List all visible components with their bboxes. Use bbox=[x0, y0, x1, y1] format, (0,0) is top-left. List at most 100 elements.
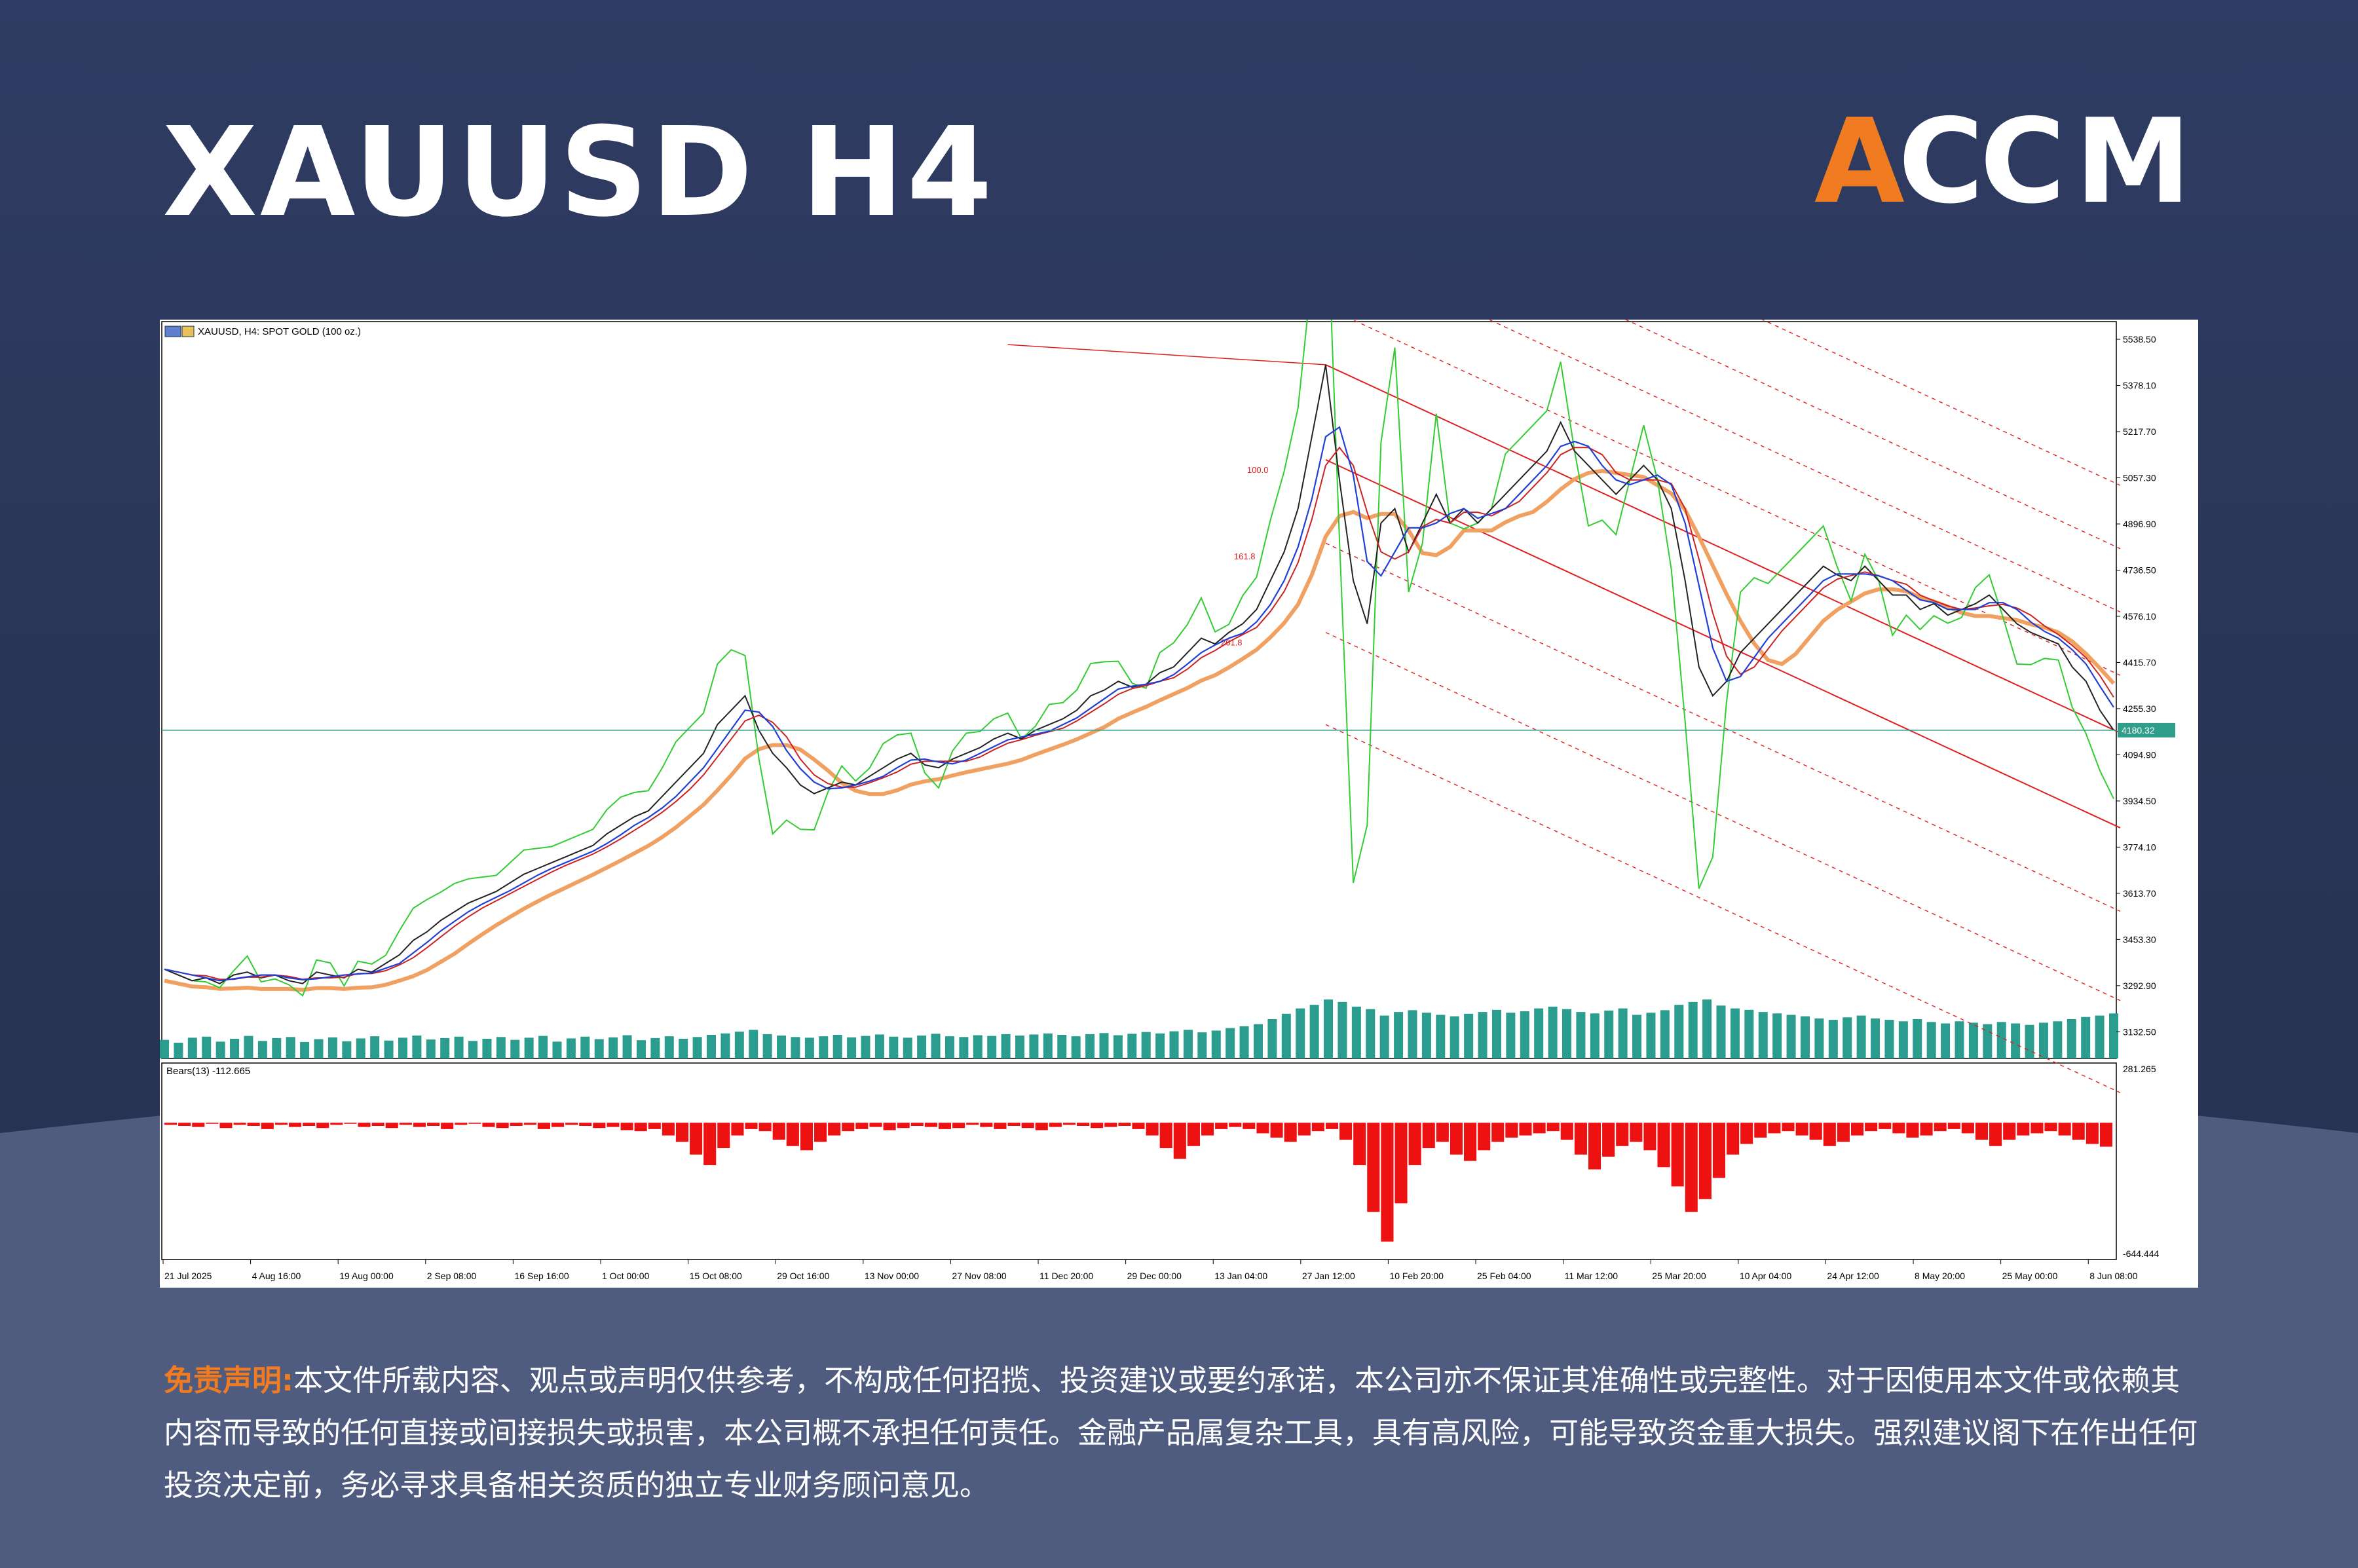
volume-bar bbox=[257, 1041, 267, 1058]
volume-bar bbox=[959, 1037, 969, 1058]
volume-bar bbox=[706, 1035, 716, 1058]
price-tick-label: 3613.70 bbox=[2123, 888, 2156, 899]
volume-bar bbox=[1548, 1006, 1558, 1058]
volume-bar bbox=[1996, 1022, 2006, 1058]
indicator-bar bbox=[675, 1123, 689, 1142]
trend-anchor-line bbox=[1007, 344, 1326, 365]
time-tick-label: 13 Nov 00:00 bbox=[865, 1271, 919, 1281]
volume-bar bbox=[174, 1043, 183, 1058]
indicator-bar bbox=[1892, 1123, 1905, 1134]
indicator-bar bbox=[994, 1123, 1007, 1129]
indicator-bar bbox=[1671, 1123, 1684, 1187]
volume-bar bbox=[1324, 999, 1334, 1058]
indicator-bar bbox=[1187, 1123, 1200, 1146]
indicator-bar bbox=[1519, 1123, 1532, 1136]
indicator-bar bbox=[371, 1123, 384, 1127]
volume-bar bbox=[1534, 1008, 1544, 1058]
volume-bar bbox=[230, 1039, 240, 1058]
ma-red-line bbox=[164, 446, 2114, 980]
fib-label: 161.8 bbox=[1234, 551, 1256, 561]
indicator-bar bbox=[316, 1123, 329, 1129]
volume-bar bbox=[1309, 1005, 1319, 1058]
indicator-bar bbox=[1850, 1123, 1864, 1136]
price-tick-label: 4415.70 bbox=[2123, 657, 2156, 667]
volume-bar bbox=[552, 1041, 562, 1058]
volume-bar bbox=[1253, 1024, 1263, 1058]
volume-bar bbox=[1618, 1008, 1628, 1058]
ma-blue-line bbox=[164, 426, 2114, 982]
indicator-bar bbox=[1837, 1123, 1850, 1142]
fib-label: 261.8 bbox=[1221, 638, 1243, 648]
volume-bar bbox=[1183, 1030, 1193, 1058]
svg-text:M: M bbox=[2075, 105, 2191, 216]
volume-bar bbox=[2038, 1022, 2048, 1058]
indicator-bar bbox=[966, 1123, 979, 1125]
volume-bar bbox=[973, 1035, 982, 1058]
chart-panel[interactable]: XAUUSD, H4: SPOT GOLD (100 oz.) 100.0 161… bbox=[160, 320, 2198, 1288]
volume-bar bbox=[356, 1038, 365, 1058]
volume-bar bbox=[1520, 1011, 1529, 1058]
volume-bar bbox=[426, 1039, 436, 1058]
price-tick-label: 3453.30 bbox=[2123, 934, 2156, 944]
volume-bar bbox=[524, 1037, 534, 1058]
indicator-bar bbox=[786, 1123, 799, 1146]
svg-text:CC: CC bbox=[1898, 105, 2061, 216]
time-tick-label: 24 Apr 12:00 bbox=[1827, 1271, 1879, 1281]
volume-bar bbox=[202, 1036, 212, 1058]
time-tick-label: 21 Jul 2025 bbox=[164, 1271, 212, 1281]
indicator-bar bbox=[303, 1123, 316, 1127]
volume-bar bbox=[1814, 1018, 1824, 1058]
volume-bar bbox=[1169, 1031, 1179, 1058]
price-chart[interactable]: XAUUSD, H4: SPOT GOLD (100 oz.) 100.0 161… bbox=[160, 320, 2198, 1288]
indicator-bar bbox=[1768, 1123, 1781, 1134]
volume-bar bbox=[454, 1036, 464, 1058]
indicator-bar bbox=[1284, 1123, 1297, 1142]
time-tick-label: 13 Jan 04:00 bbox=[1214, 1271, 1267, 1281]
volume-bar bbox=[1730, 1008, 1740, 1058]
indicator-bar bbox=[1643, 1123, 1656, 1151]
volume-bar bbox=[791, 1037, 800, 1058]
volume-bar bbox=[650, 1037, 660, 1058]
time-tick-label: 10 Feb 20:00 bbox=[1389, 1271, 1444, 1281]
indicator-bar bbox=[2030, 1123, 2044, 1134]
indicator-bar bbox=[1782, 1123, 1795, 1132]
indicator-bar bbox=[1712, 1123, 1726, 1178]
volume-bar bbox=[1197, 1032, 1207, 1058]
indicator-bar bbox=[1505, 1123, 1518, 1138]
volume-bar bbox=[1716, 1005, 1726, 1058]
indicator-bar bbox=[924, 1123, 937, 1127]
indicator-bar bbox=[938, 1123, 952, 1129]
volume-bar bbox=[1968, 1022, 1978, 1058]
indicator-bar bbox=[1947, 1123, 1960, 1129]
volume-bar bbox=[987, 1036, 997, 1058]
indicator-bar bbox=[717, 1123, 730, 1149]
indicator-bar bbox=[579, 1123, 592, 1127]
disclaimer: 免责声明:本文件所载内容、观点或声明仅供参考，不构成任何招揽、投资建议或要约承诺… bbox=[164, 1354, 2201, 1512]
volume-bar bbox=[1226, 1028, 1235, 1058]
volume-bar bbox=[1141, 1032, 1151, 1058]
indicator-bar bbox=[455, 1123, 468, 1125]
volume-bar bbox=[384, 1040, 394, 1058]
volume-bar bbox=[1366, 1009, 1376, 1058]
volume-bar bbox=[580, 1036, 590, 1058]
volume-bar bbox=[2067, 1019, 2076, 1058]
volume-bar bbox=[749, 1030, 758, 1058]
indicator-bar bbox=[1381, 1123, 1394, 1242]
volume-bar bbox=[2095, 1015, 2105, 1058]
indicator-bar bbox=[607, 1123, 620, 1127]
volume-bar bbox=[1590, 1013, 1600, 1058]
indicator-bar bbox=[1201, 1123, 1214, 1136]
volume-bars bbox=[160, 999, 2118, 1058]
volume-bar bbox=[272, 1037, 282, 1058]
volume-bar bbox=[1085, 1034, 1095, 1058]
indicator-bar bbox=[496, 1123, 509, 1129]
indicator-bar bbox=[1408, 1123, 1421, 1165]
indicator-bar bbox=[1270, 1123, 1283, 1138]
indicator-bar bbox=[1602, 1123, 1615, 1157]
indicator-bar bbox=[1657, 1123, 1670, 1168]
indicator-bar bbox=[1118, 1123, 1131, 1127]
volume-bar bbox=[1800, 1016, 1810, 1058]
volume-bar bbox=[1478, 1012, 1488, 1058]
volume-bar bbox=[1099, 1033, 1109, 1058]
indicator-bar bbox=[1975, 1123, 1989, 1140]
